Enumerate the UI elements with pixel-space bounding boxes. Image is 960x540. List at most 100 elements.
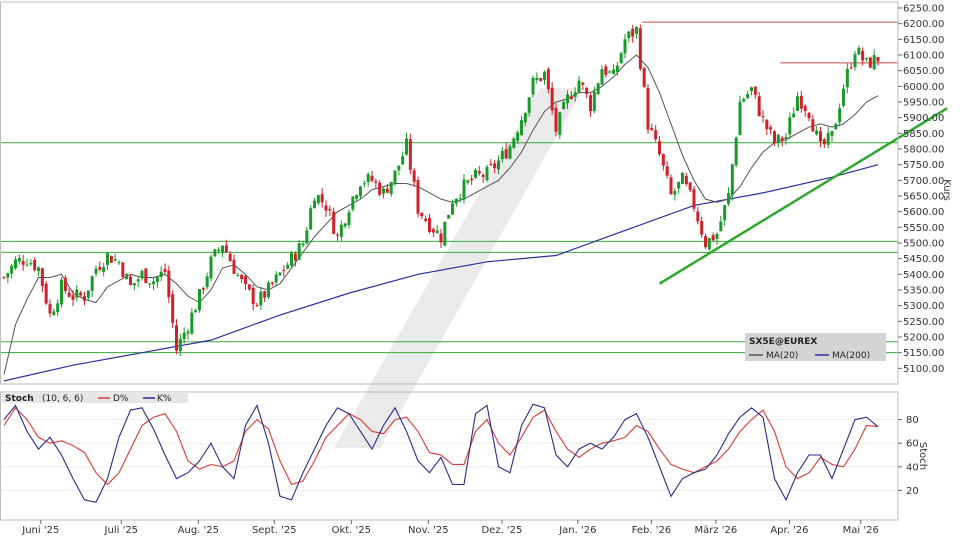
candle-body <box>263 291 267 298</box>
candle-body <box>761 116 765 118</box>
candle-body <box>290 252 293 266</box>
candle-body <box>807 112 811 119</box>
candle-body <box>612 69 615 74</box>
stoch-legend-params: (10, 6, 6) <box>42 394 83 404</box>
candle-body <box>776 134 780 143</box>
candle-body <box>592 91 596 111</box>
candle-body <box>623 39 627 54</box>
candle-body <box>493 163 497 169</box>
candle-body <box>29 263 33 265</box>
x-tick-label: Juli '25 <box>104 525 139 536</box>
candle-body <box>140 270 144 279</box>
candle-body <box>815 130 819 135</box>
price-tick-label: 5800.00 <box>903 145 944 156</box>
candle-body <box>458 198 462 200</box>
candle-body <box>106 253 109 265</box>
candle-body <box>585 87 589 95</box>
candle-body <box>439 233 443 243</box>
candle-body <box>738 101 742 136</box>
candle-body <box>194 310 198 313</box>
candle-body <box>454 198 458 204</box>
trendline <box>658 107 948 285</box>
candle-body <box>63 277 67 291</box>
candle-body <box>443 221 447 246</box>
stoch-panel-frame <box>0 391 899 521</box>
watermark-logo <box>334 88 584 448</box>
x-tick-label: Aug. '25 <box>178 525 219 536</box>
candle-body <box>646 88 650 130</box>
x-tick-label: Nov. '25 <box>408 525 449 536</box>
candle-body <box>780 137 784 141</box>
candle-body <box>286 264 290 269</box>
candle-body <box>113 259 117 261</box>
candle-body <box>121 262 125 277</box>
candle-body <box>274 274 278 283</box>
candle-body <box>596 83 600 95</box>
candle-body <box>33 260 37 271</box>
candle-body <box>10 265 14 274</box>
candle-body <box>700 221 704 235</box>
candle-body <box>845 68 849 88</box>
candle-body <box>742 99 746 102</box>
candle-body <box>94 268 98 274</box>
x-tick-label: Jan. '26 <box>558 525 596 536</box>
price-tick-label: 5950.00 <box>903 98 944 109</box>
candle-body <box>186 331 190 334</box>
candle-body <box>508 146 512 159</box>
candle-body <box>382 188 385 194</box>
candle-body <box>520 120 523 136</box>
candle-body <box>232 259 236 274</box>
legend-ma20-label: MA(20) <box>766 351 798 361</box>
candle-body <box>44 283 48 304</box>
candle-body <box>129 276 132 285</box>
stoch-panel <box>0 403 898 503</box>
candle-body <box>822 139 826 145</box>
price-tick-label: 5450.00 <box>903 254 944 265</box>
candle-body <box>523 112 527 123</box>
candle-body <box>796 96 799 111</box>
candle-body <box>849 67 853 69</box>
candle-body <box>324 205 328 211</box>
candle-body <box>447 214 451 219</box>
candle-body <box>504 149 508 159</box>
candle-body <box>67 292 71 297</box>
candle-body <box>642 68 646 87</box>
candle-body <box>359 186 362 197</box>
candle-body <box>217 249 221 251</box>
candle-body <box>681 172 684 184</box>
candle-body <box>132 283 136 286</box>
candle-body <box>757 96 761 117</box>
candle-body <box>347 212 351 225</box>
candle-body <box>826 132 830 145</box>
candle-body <box>48 304 52 314</box>
candle-body <box>86 290 90 298</box>
candle-body <box>562 101 566 110</box>
candle-body <box>401 156 405 165</box>
candle-body <box>635 27 638 34</box>
candle-body <box>661 153 665 166</box>
candle-body <box>305 230 309 244</box>
candle-body <box>37 267 40 272</box>
candle-body <box>378 182 382 195</box>
candle-body <box>654 130 658 140</box>
candle-body <box>362 183 366 185</box>
candle-body <box>600 69 604 85</box>
candle-body <box>370 175 374 181</box>
x-tick-label: Sept. '25 <box>252 525 297 536</box>
candle-body <box>773 131 776 144</box>
candle-body <box>734 137 738 166</box>
candle-body <box>451 203 454 215</box>
candle-body <box>259 291 263 306</box>
candle-body <box>71 295 75 300</box>
candle-body <box>865 58 868 60</box>
stoch-legend-d-label: D% <box>113 394 129 404</box>
candle-body <box>485 167 489 180</box>
stoch-tick-label: 20 <box>906 486 919 497</box>
candle-body <box>727 193 730 204</box>
candle-body <box>615 65 619 72</box>
candle-body <box>152 281 155 285</box>
x-tick-label: Mai '26 <box>843 525 879 536</box>
stoch-legend-title: Stoch <box>5 394 34 404</box>
stoch-tick-label: 40 <box>906 462 919 473</box>
